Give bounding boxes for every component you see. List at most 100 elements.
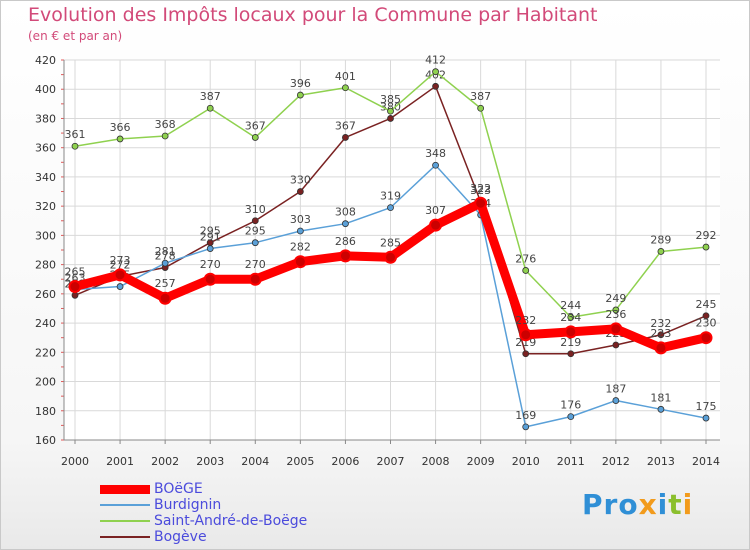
data-label: 282 bbox=[290, 241, 311, 254]
y-tick-label: 180 bbox=[35, 405, 56, 418]
x-tick-label: 2014 bbox=[692, 455, 720, 468]
data-point bbox=[429, 218, 443, 232]
data-label: 187 bbox=[605, 383, 626, 396]
data-label: 257 bbox=[155, 277, 176, 290]
chart-title: Evolution des Impôts locaux pour la Comm… bbox=[28, 4, 598, 26]
data-point bbox=[654, 341, 668, 355]
data-point bbox=[296, 188, 304, 195]
y-tick-label: 200 bbox=[35, 376, 56, 389]
y-tick-label: 320 bbox=[35, 200, 56, 213]
data-point bbox=[206, 104, 214, 112]
data-point bbox=[522, 267, 530, 274]
data-point bbox=[248, 272, 262, 286]
data-label: 367 bbox=[245, 119, 266, 132]
data-point bbox=[387, 107, 394, 115]
legend-swatch bbox=[100, 520, 150, 522]
legend-label: Saint-André-de-Boëge bbox=[154, 513, 308, 529]
data-label: 319 bbox=[380, 190, 401, 203]
data-point bbox=[71, 291, 79, 299]
data-label: 286 bbox=[335, 235, 356, 248]
x-tick-label: 2011 bbox=[557, 455, 585, 468]
y-tick-label: 300 bbox=[35, 229, 56, 242]
data-point bbox=[342, 84, 349, 92]
y-tick-label: 360 bbox=[35, 142, 56, 155]
data-label: 292 bbox=[696, 229, 717, 242]
data-label: 223 bbox=[650, 327, 671, 340]
data-label: 303 bbox=[290, 213, 311, 226]
y-tick-label: 380 bbox=[35, 112, 56, 125]
data-point bbox=[296, 227, 304, 235]
data-label: 219 bbox=[515, 336, 536, 349]
data-point bbox=[161, 259, 169, 267]
x-tick-label: 2000 bbox=[61, 455, 89, 468]
data-label: 348 bbox=[425, 147, 446, 160]
x-tick-label: 2001 bbox=[106, 455, 134, 468]
legend-label: Burdignin bbox=[154, 497, 222, 513]
data-point bbox=[293, 255, 307, 269]
data-point bbox=[477, 104, 485, 112]
line-chart: 160 180 200 220 240 260 280 300 320 340 360 380 400 4… bbox=[35, 54, 720, 468]
data-point bbox=[387, 204, 394, 212]
data-point bbox=[432, 68, 439, 76]
data-label: 236 bbox=[605, 308, 626, 321]
data-label: 366 bbox=[110, 121, 131, 134]
data-point bbox=[519, 328, 533, 342]
data-label: 387 bbox=[470, 90, 491, 103]
y-tick-label: 220 bbox=[35, 346, 56, 359]
data-point bbox=[474, 196, 488, 210]
data-point bbox=[251, 239, 259, 247]
data-label: 361 bbox=[65, 128, 86, 141]
data-point bbox=[342, 134, 349, 141]
x-tick-label: 2007 bbox=[377, 455, 405, 468]
legend-label: Bogève bbox=[154, 529, 207, 545]
data-point bbox=[564, 325, 578, 339]
legend-swatch bbox=[100, 504, 150, 506]
data-point bbox=[567, 350, 575, 358]
data-point bbox=[702, 312, 710, 320]
data-label: 295 bbox=[245, 225, 266, 238]
data-label: 244 bbox=[560, 299, 581, 312]
data-label: 401 bbox=[335, 70, 356, 83]
data-label: 270 bbox=[200, 258, 221, 271]
data-label: 396 bbox=[290, 77, 311, 90]
data-label: 289 bbox=[650, 233, 671, 246]
data-label: 245 bbox=[696, 298, 717, 311]
data-label: 230 bbox=[696, 317, 717, 330]
data-label: 276 bbox=[515, 252, 536, 265]
data-label: 234 bbox=[560, 311, 581, 324]
data-label: 308 bbox=[335, 206, 356, 219]
data-point bbox=[612, 306, 620, 314]
data-point bbox=[203, 272, 217, 286]
logo-letters: t bbox=[668, 488, 683, 521]
data-label: 219 bbox=[560, 336, 581, 349]
data-label: 387 bbox=[200, 90, 221, 103]
data-point bbox=[657, 331, 665, 339]
x-tick-label: 2005 bbox=[286, 455, 314, 468]
legend-swatch bbox=[100, 485, 150, 494]
data-point bbox=[116, 135, 124, 143]
data-label: 273 bbox=[110, 254, 131, 267]
data-point bbox=[657, 248, 665, 255]
data-point bbox=[612, 397, 620, 404]
data-point bbox=[116, 283, 124, 290]
data-label: 291 bbox=[200, 231, 221, 244]
x-tick-label: 2004 bbox=[241, 455, 269, 468]
data-label: 175 bbox=[696, 400, 717, 413]
data-label: 385 bbox=[380, 93, 401, 106]
data-point bbox=[567, 313, 575, 321]
x-tick-label: 2013 bbox=[647, 455, 675, 468]
data-label: 281 bbox=[155, 245, 176, 258]
y-tick-label: 280 bbox=[35, 259, 56, 272]
data-point bbox=[161, 132, 169, 140]
data-label: 368 bbox=[155, 118, 176, 131]
data-label: 307 bbox=[425, 204, 446, 217]
data-point bbox=[384, 250, 397, 264]
legend-label: BOëGE bbox=[154, 481, 203, 497]
data-point bbox=[699, 331, 713, 345]
logo-letters: i bbox=[682, 488, 694, 521]
data-point bbox=[251, 217, 259, 225]
data-label: 310 bbox=[245, 203, 266, 216]
x-tick-label: 2002 bbox=[151, 455, 179, 468]
data-point bbox=[387, 115, 394, 122]
data-label: 176 bbox=[560, 399, 581, 412]
